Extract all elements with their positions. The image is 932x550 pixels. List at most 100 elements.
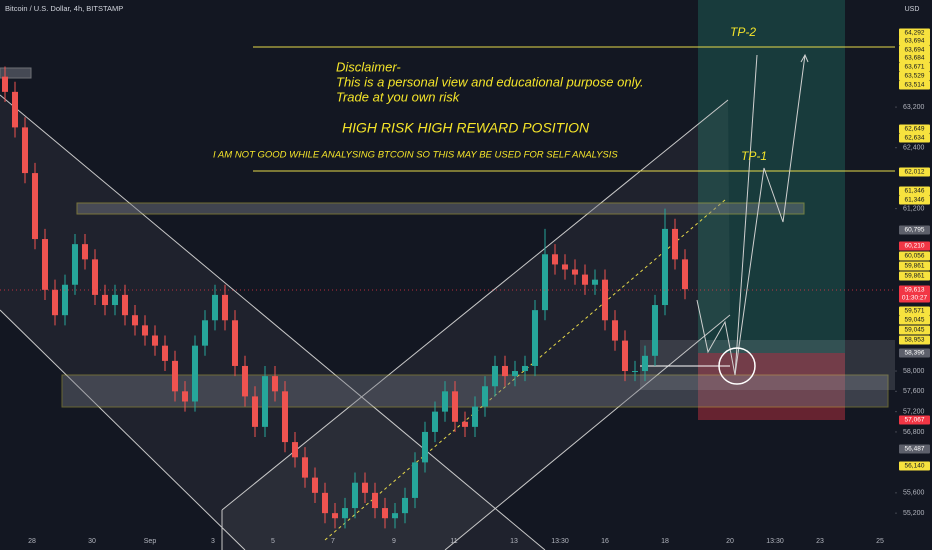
price-badge-label: 61,346 bbox=[905, 197, 925, 204]
x-tick-label: 28 bbox=[28, 538, 36, 545]
candle-body bbox=[192, 345, 198, 402]
candle-body bbox=[182, 391, 188, 402]
loss-zone bbox=[698, 353, 845, 420]
y-tick-label: 57,200 bbox=[903, 408, 925, 415]
price-badge bbox=[899, 261, 930, 271]
candle-body bbox=[532, 310, 538, 366]
channel-line bbox=[0, 94, 546, 550]
price-badge bbox=[899, 335, 930, 345]
axis-labels: 63,200 62,400 61,200 58,000 57,600 57,200 56,8… bbox=[28, 28, 930, 545]
candle-body bbox=[222, 294, 228, 321]
price-badge-label: 62,634 bbox=[905, 135, 925, 142]
currency: USD bbox=[905, 6, 920, 13]
candle-body bbox=[112, 294, 118, 306]
x-tick-label: 11 bbox=[450, 538, 457, 545]
price-badge-label: 63,514 bbox=[905, 82, 925, 89]
price-badge bbox=[899, 62, 930, 72]
price-badge bbox=[899, 315, 930, 325]
symbol-title: Bitcoin / U.S. Dollar, 4h, BITSTAMP bbox=[5, 4, 123, 13]
candle-body bbox=[582, 274, 588, 285]
channel-line bbox=[221, 99, 729, 511]
candle-body bbox=[672, 228, 678, 260]
candle-body bbox=[422, 431, 428, 463]
price-badge-label: 56,487 bbox=[905, 446, 925, 453]
y-tick-label: 55,200 bbox=[903, 510, 925, 517]
candle-body bbox=[592, 279, 598, 285]
price-badge-label: 60,210 bbox=[905, 243, 925, 250]
price-badge bbox=[899, 251, 930, 261]
price-badge-label: 64,292 bbox=[905, 30, 925, 37]
candle-body bbox=[92, 259, 98, 295]
candle-body bbox=[62, 284, 68, 316]
candle-body bbox=[562, 264, 568, 270]
candle-body bbox=[612, 320, 618, 341]
entry-circle bbox=[718, 347, 756, 385]
x-tick-label: 5 bbox=[271, 538, 275, 545]
price-badge bbox=[899, 80, 930, 90]
candle-body bbox=[132, 315, 138, 326]
price-badge-label: 63,529 bbox=[905, 73, 925, 80]
profit-zone bbox=[698, 0, 845, 353]
candle-body bbox=[542, 254, 548, 311]
candle-body bbox=[632, 371, 638, 373]
candle-body bbox=[212, 294, 218, 321]
y-tick-label: 55,600 bbox=[903, 490, 925, 497]
y-tick-label: 62,400 bbox=[903, 145, 925, 152]
x-tick-label: 9 bbox=[392, 538, 396, 545]
price-badge-label: 63,694 bbox=[905, 38, 925, 45]
y-tick-label: 63,200 bbox=[903, 104, 925, 111]
price-badge-label: 59,861 bbox=[905, 263, 925, 270]
candle-body bbox=[352, 482, 358, 509]
price-badge-label: 61,346 bbox=[905, 188, 925, 195]
candle-body bbox=[392, 513, 398, 519]
candle-body bbox=[442, 391, 448, 412]
price-badge bbox=[899, 285, 930, 303]
y-tick-label: 58,000 bbox=[903, 368, 925, 375]
price-badge bbox=[899, 348, 930, 358]
tp1-label: TP-1 bbox=[741, 149, 767, 163]
x-tick-label: 30 bbox=[88, 538, 96, 545]
x-tick-label: 13:30 bbox=[551, 538, 569, 545]
price-badge bbox=[899, 241, 930, 251]
price-badge bbox=[899, 186, 930, 196]
price-badge-label: 58,396 bbox=[905, 350, 925, 357]
projection-path bbox=[734, 54, 758, 376]
candle-body bbox=[82, 244, 88, 260]
candle-body bbox=[72, 244, 78, 285]
candle-body bbox=[162, 345, 168, 361]
candle-body bbox=[492, 365, 498, 387]
demand-zone bbox=[640, 340, 895, 390]
x-tick-label: 18 bbox=[661, 538, 669, 545]
price-badge bbox=[899, 36, 930, 46]
candle-body bbox=[202, 320, 208, 346]
zone-box bbox=[0, 67, 32, 79]
price-badge bbox=[899, 225, 930, 235]
disclaimer-line: Disclaimer- bbox=[336, 59, 401, 74]
price-badge-label: 62,649 bbox=[905, 126, 925, 133]
price-badge-label: 59,571 bbox=[905, 308, 925, 315]
x-tick-label: 13 bbox=[510, 538, 518, 545]
channel-line bbox=[0, 309, 246, 550]
candle-body bbox=[512, 371, 518, 377]
tp2-label: TP-2 bbox=[730, 25, 756, 39]
candle-body bbox=[362, 482, 368, 493]
candle-body bbox=[292, 442, 298, 458]
candle-body bbox=[312, 477, 318, 493]
candle-body bbox=[152, 335, 158, 346]
price-badge-label: 63,684 bbox=[905, 55, 925, 62]
candle-body bbox=[502, 365, 508, 377]
candle-body bbox=[302, 457, 308, 478]
price-badge-label: 57,067 bbox=[905, 417, 925, 424]
candle-body bbox=[472, 406, 478, 427]
candle-body bbox=[282, 391, 288, 443]
candle-body bbox=[42, 239, 48, 290]
price-badge-label: 59,861 bbox=[905, 273, 925, 280]
candle-body bbox=[522, 365, 528, 372]
candle-body bbox=[452, 391, 458, 422]
price-badge bbox=[899, 167, 930, 177]
candle-body bbox=[262, 376, 268, 427]
resistance-zone bbox=[76, 202, 805, 215]
price-badge bbox=[899, 415, 930, 425]
y-tick-label: 61,200 bbox=[903, 205, 925, 212]
